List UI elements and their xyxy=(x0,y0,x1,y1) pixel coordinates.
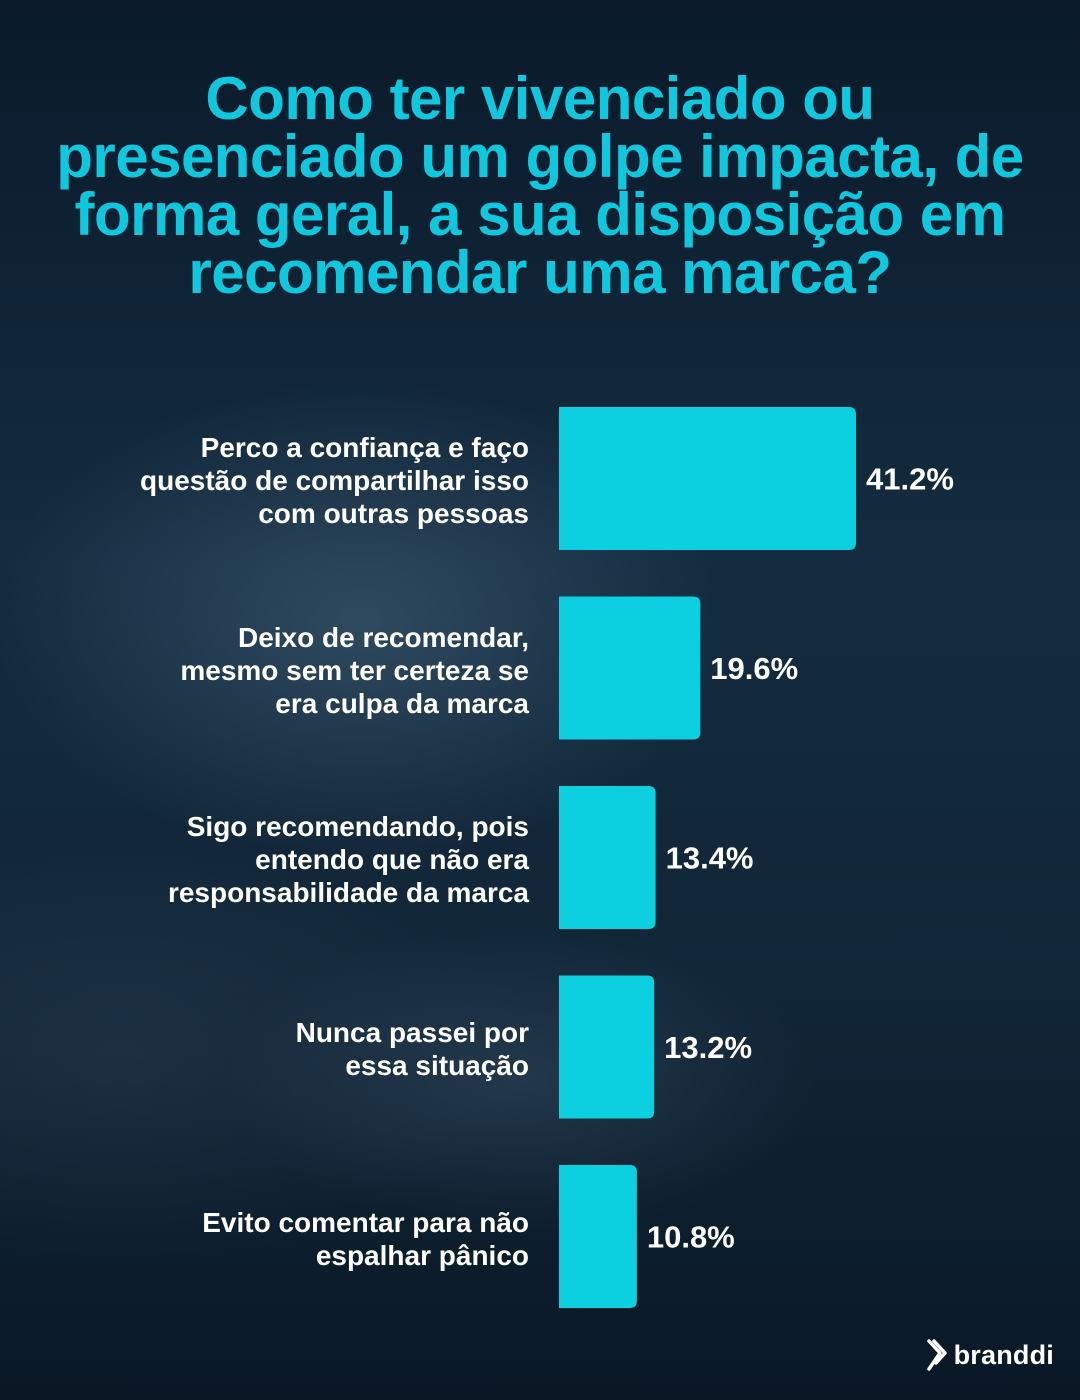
category-label: Deixo de recomendar, mesmo sem ter certez… xyxy=(180,621,529,719)
bar xyxy=(559,407,856,550)
data-label: 41.2% xyxy=(866,462,954,497)
category-label: Evito comentar para não espalhar pânico xyxy=(202,1206,529,1271)
category-label: Sigo recomendando, pois entendo que não e… xyxy=(167,811,529,908)
chart-title: Como ter vivenciado ou presenciado um go… xyxy=(56,65,1024,306)
data-label: 19.6% xyxy=(710,651,798,686)
bar-group: 10.8% xyxy=(559,1165,735,1308)
category-label: Perco a confiança e faço questão de compa… xyxy=(140,432,529,529)
data-label: 10.8% xyxy=(647,1220,735,1255)
bar-group: 41.2% xyxy=(559,407,954,550)
bar xyxy=(559,786,656,929)
category-label: Nunca passei por essa situação xyxy=(295,1017,529,1081)
bar xyxy=(559,975,655,1119)
bar-group: 19.6% xyxy=(559,596,798,740)
data-label: 13.4% xyxy=(666,841,754,876)
bar xyxy=(559,596,701,740)
data-label: 13.2% xyxy=(664,1030,752,1065)
bar-group: 13.4% xyxy=(559,786,754,929)
bar-group: 13.2% xyxy=(559,975,752,1119)
branddi-logo-icon xyxy=(926,1339,947,1371)
brand-logo: branddi xyxy=(924,1338,1054,1372)
brand-name: branddi xyxy=(953,1339,1054,1370)
bar xyxy=(559,1165,637,1308)
